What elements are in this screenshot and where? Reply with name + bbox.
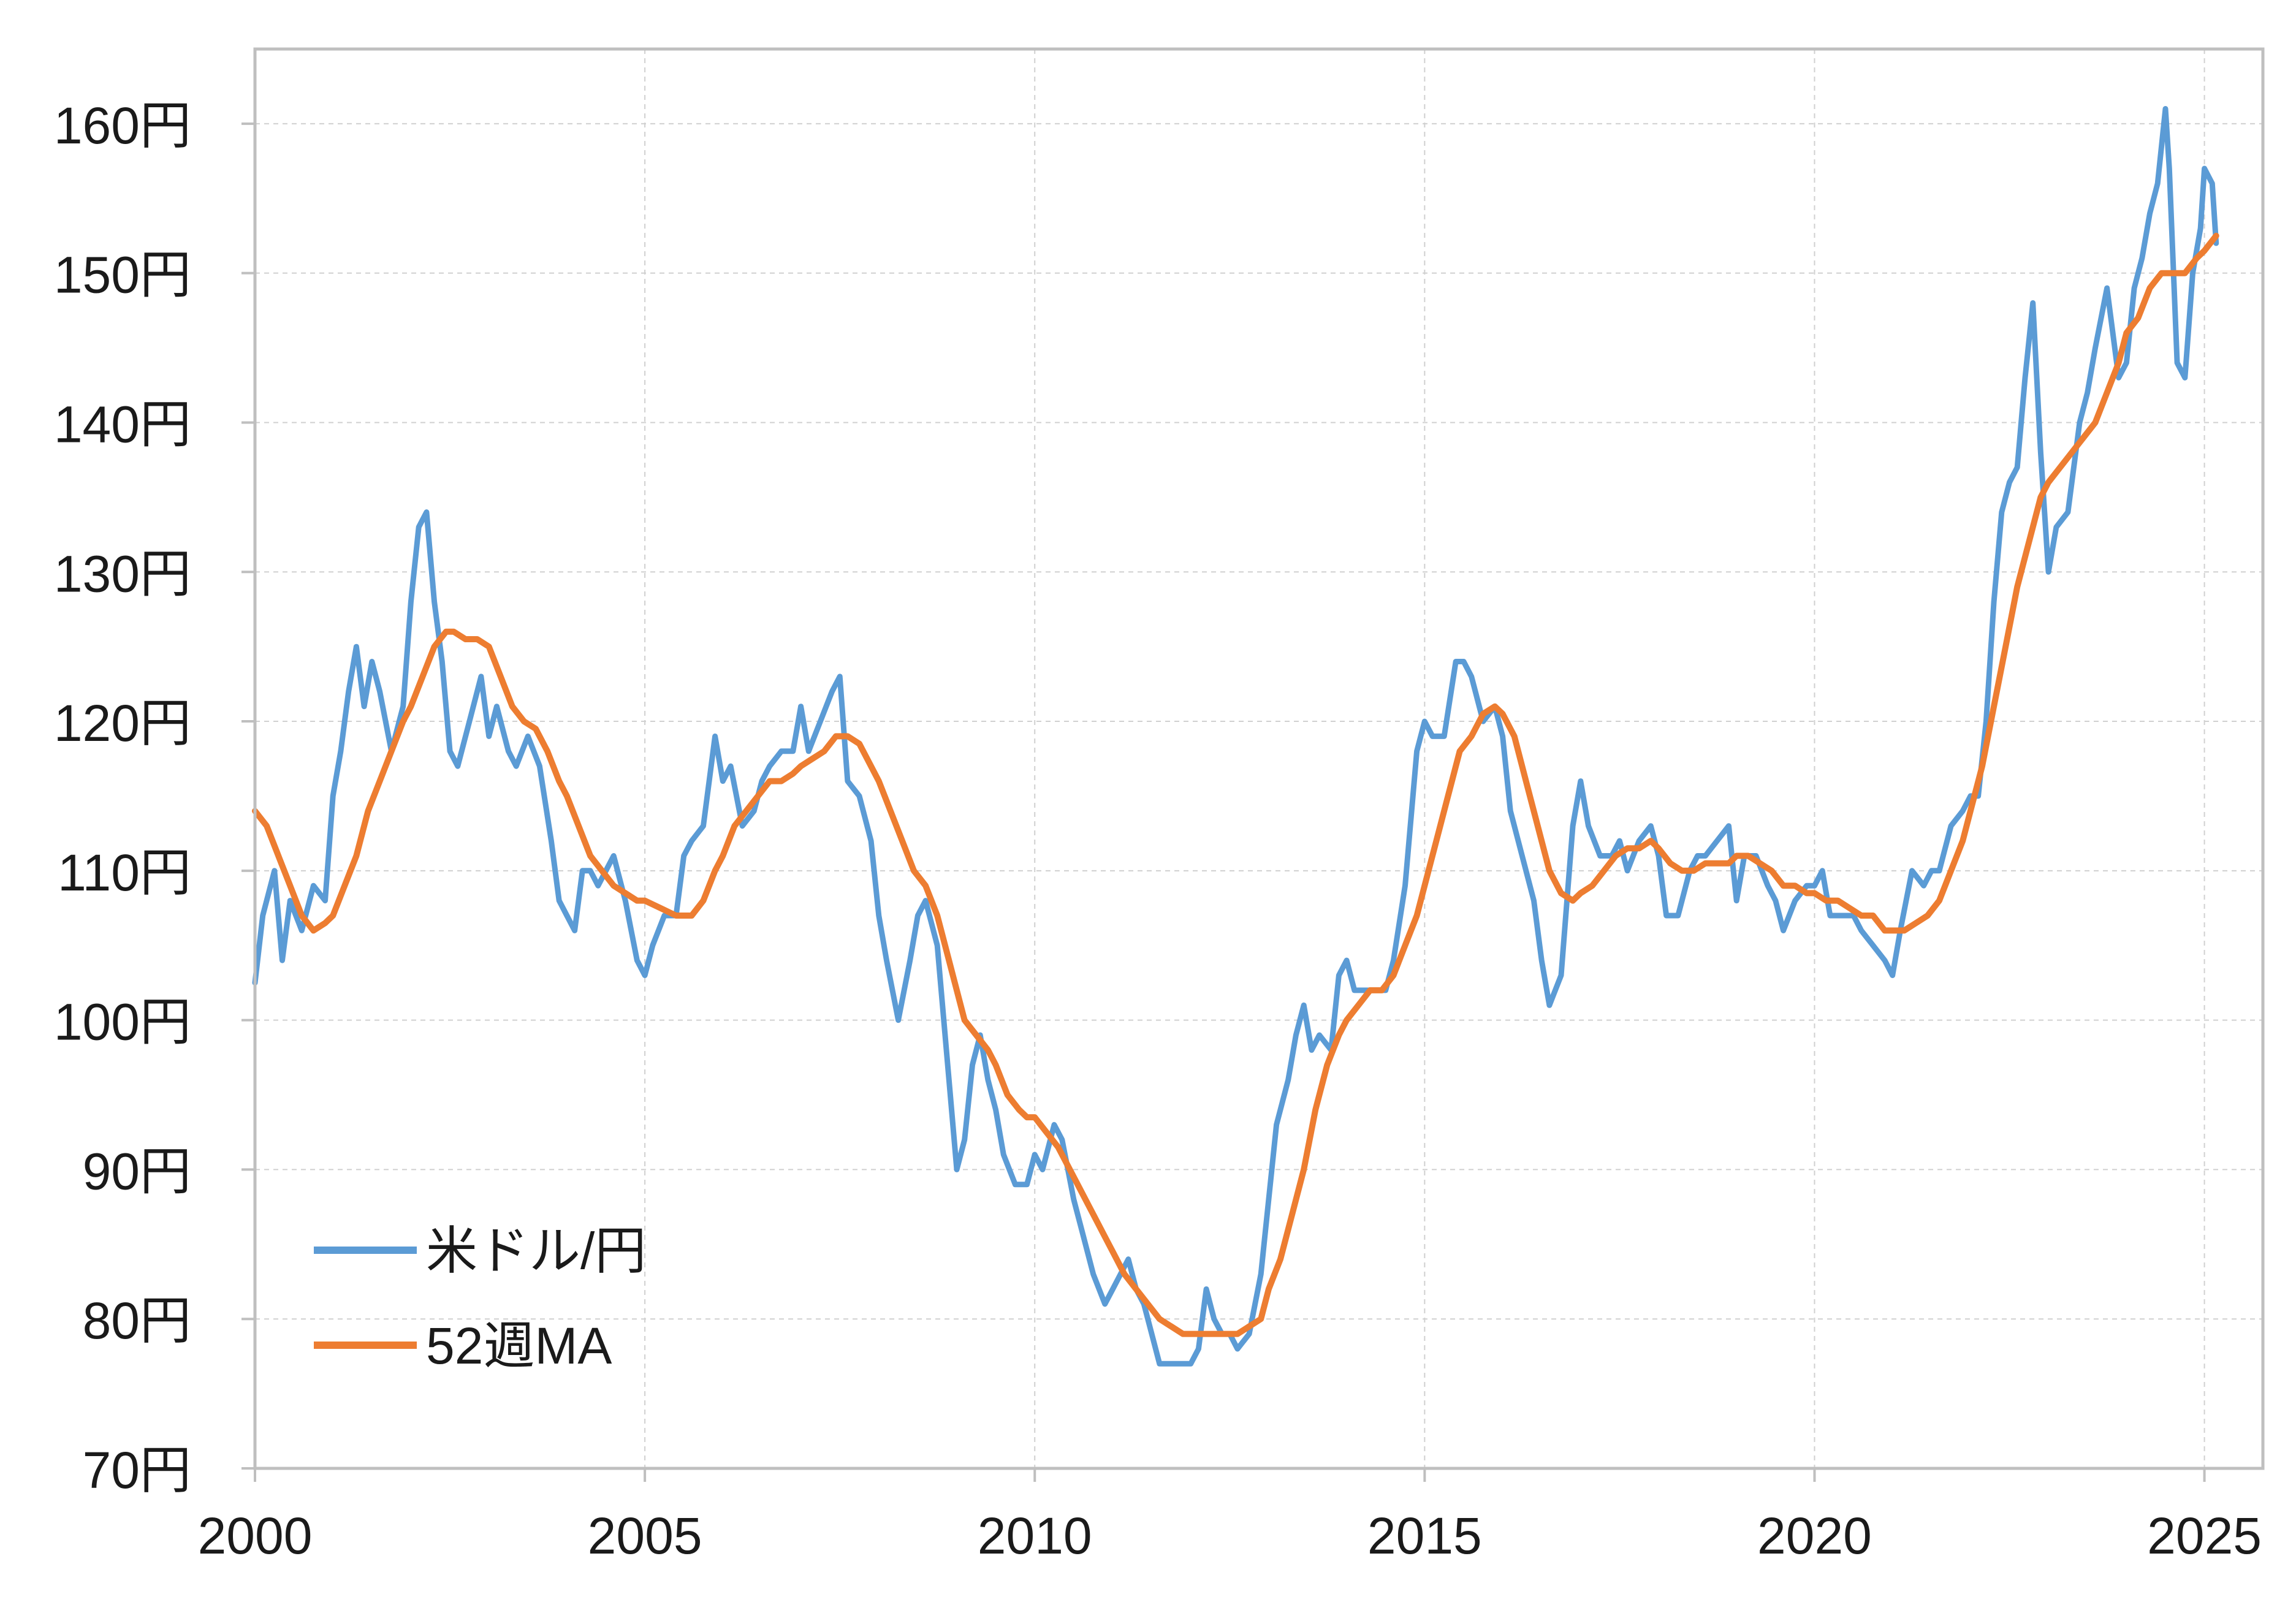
y-tick-label: 70円 bbox=[83, 1441, 191, 1499]
legend-label: 米ドル/円 bbox=[426, 1222, 646, 1280]
plot-frame bbox=[253, 47, 2265, 1470]
x-tick-label: 2020 bbox=[1757, 1507, 1872, 1565]
y-tick-label: 130円 bbox=[54, 545, 191, 602]
y-axis: 70円 80円 90円 100円 110円 120円 130円 140円 150円 160円 bbox=[54, 97, 255, 1499]
series-group bbox=[252, 106, 2219, 1367]
y-tick-label: 80円 bbox=[83, 1292, 191, 1349]
y-tick-label: 100円 bbox=[54, 993, 191, 1051]
y-tick-label: 150円 bbox=[54, 246, 191, 304]
y-tick-label: 120円 bbox=[54, 694, 191, 752]
x-tick-label: 2010 bbox=[978, 1507, 1092, 1565]
x-tick-label: 2025 bbox=[2147, 1507, 2262, 1565]
x-tick-label: 2015 bbox=[1367, 1507, 1482, 1565]
ma52-line bbox=[252, 232, 2219, 1337]
y-tick-label: 90円 bbox=[83, 1142, 191, 1200]
gridlines bbox=[255, 49, 2263, 1468]
x-axis: 2000 2005 2010 2015 2020 2025 bbox=[198, 1468, 2262, 1565]
y-tick-label: 140円 bbox=[54, 395, 191, 453]
y-tick-label: 110円 bbox=[58, 844, 191, 901]
legend-label: 52週MA bbox=[426, 1317, 612, 1375]
legend: 米ドル/円 52週MA bbox=[314, 1222, 646, 1375]
x-tick-label: 2000 bbox=[198, 1507, 313, 1565]
y-tick-label: 160円 bbox=[54, 97, 191, 154]
usd-jpy-line bbox=[252, 106, 2219, 1367]
x-tick-label: 2005 bbox=[588, 1507, 702, 1565]
